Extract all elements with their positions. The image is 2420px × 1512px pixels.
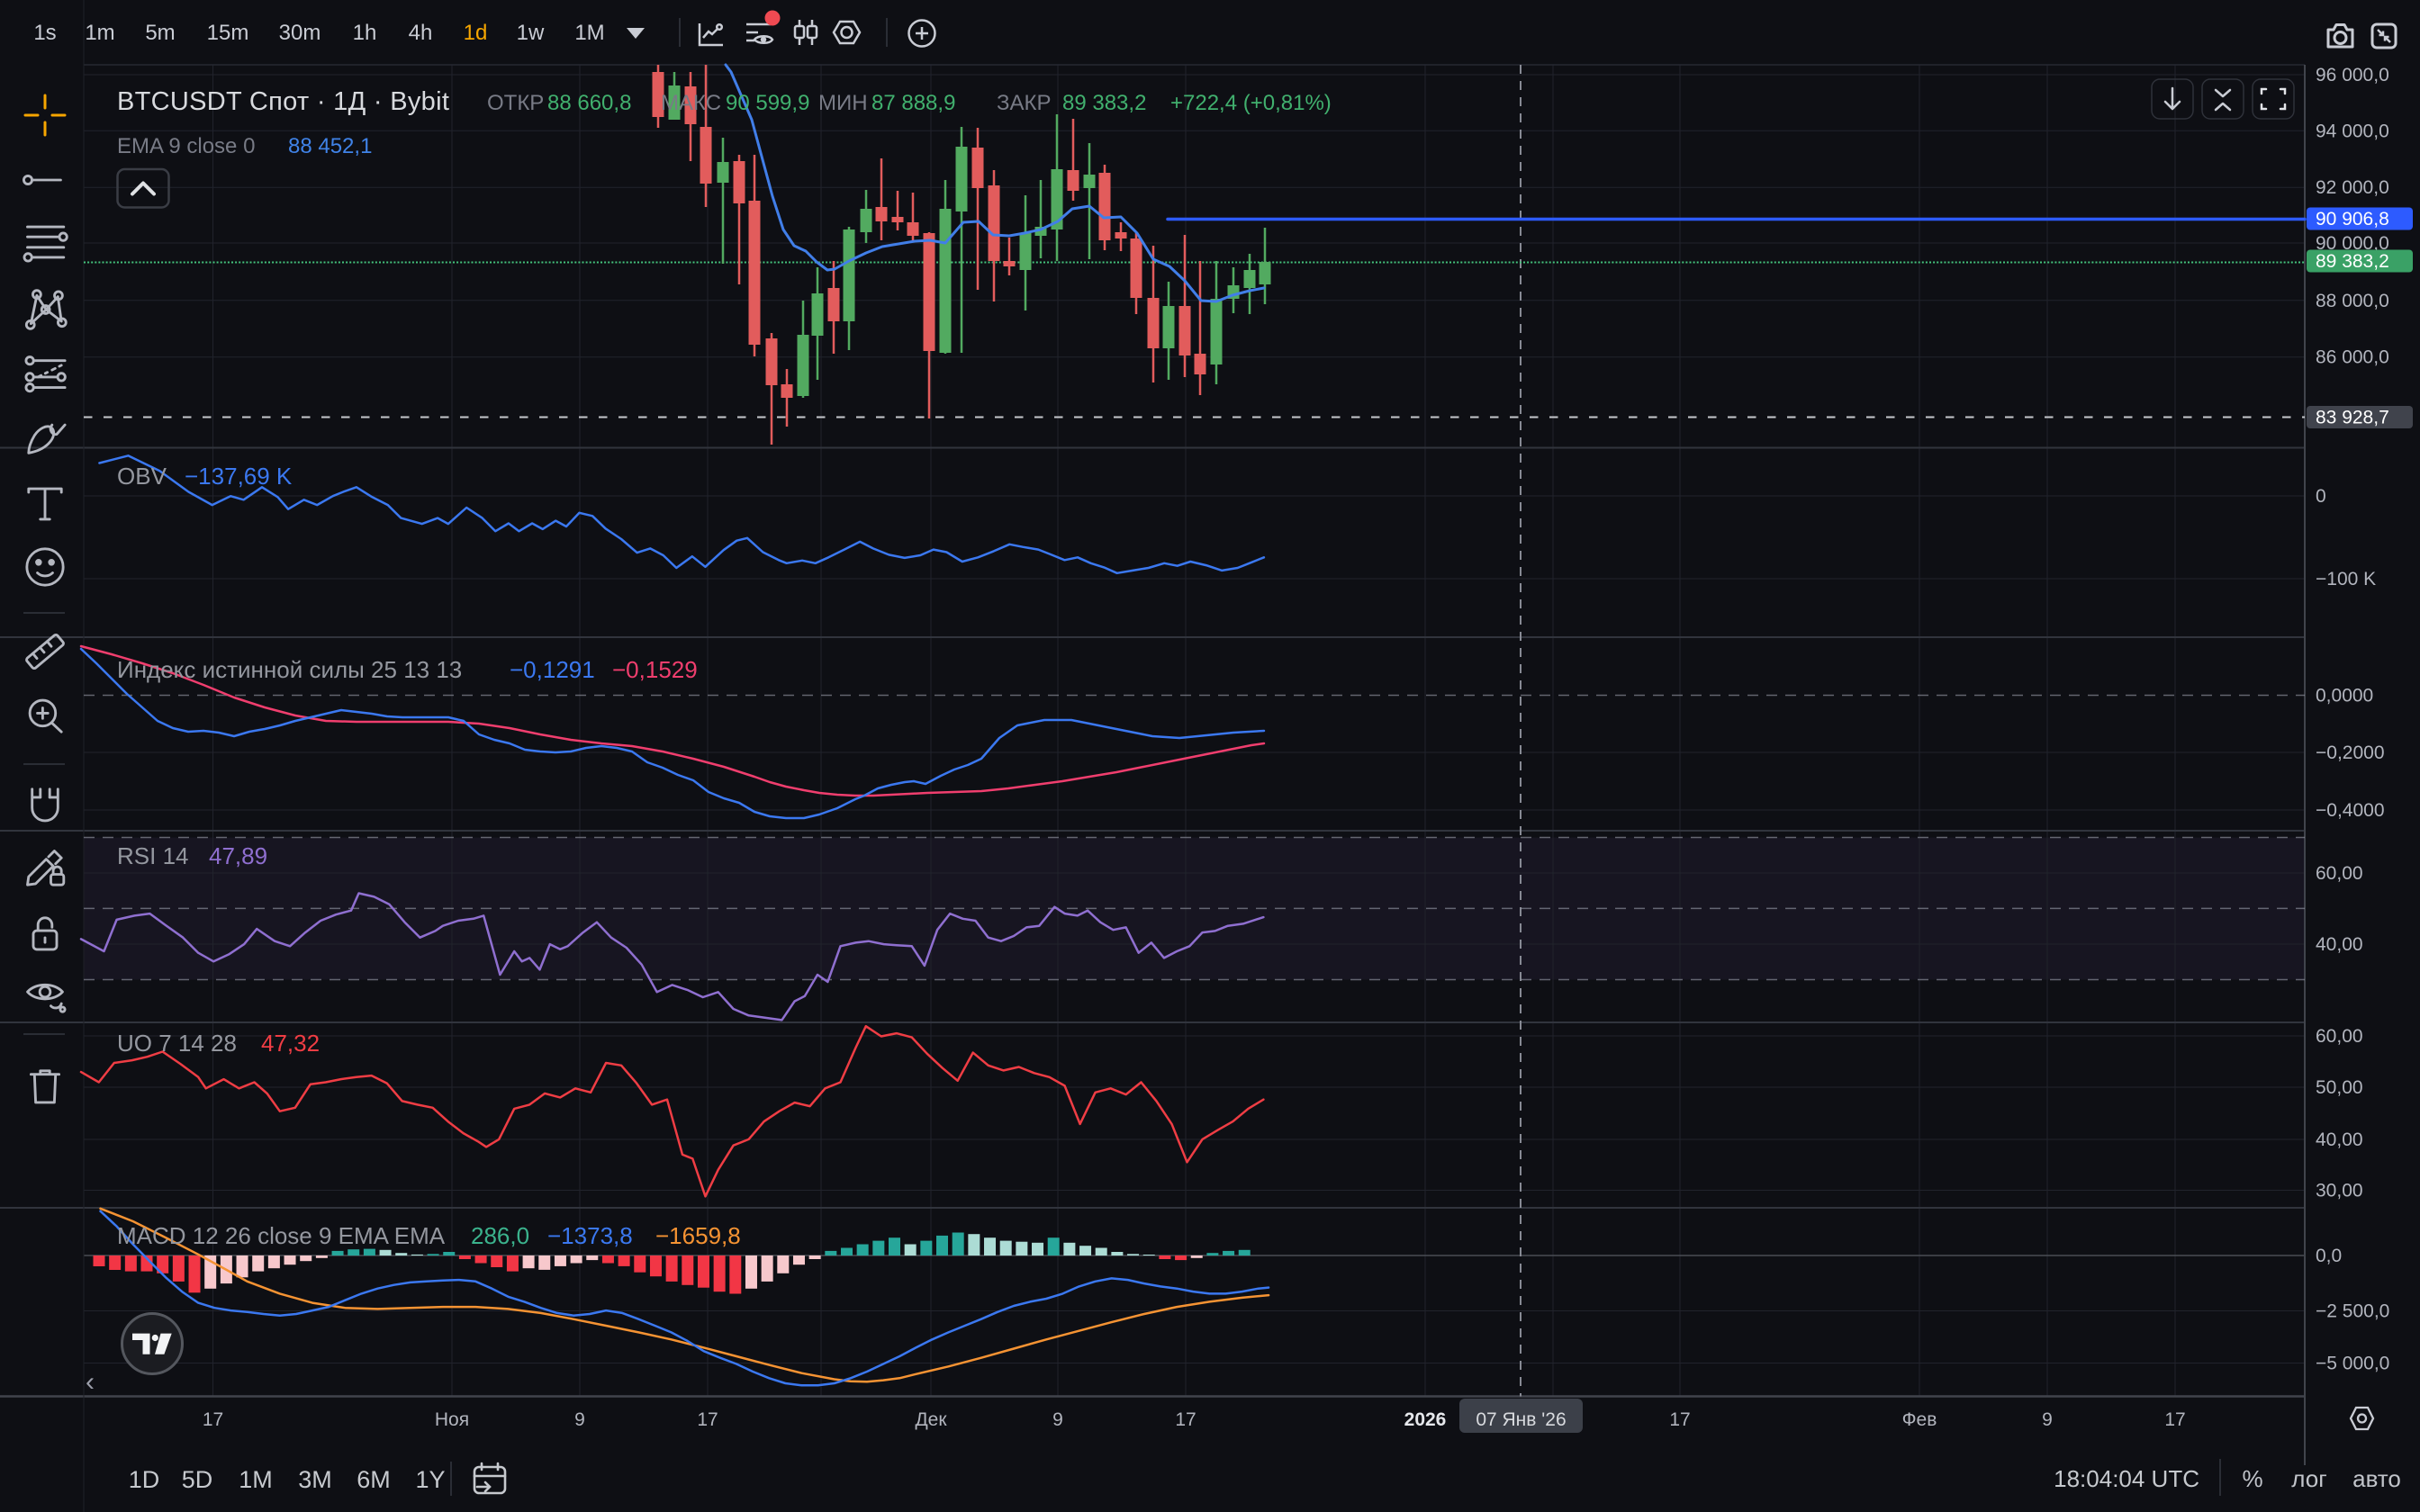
svg-text:60,00: 60,00 — [2316, 863, 2363, 884]
svg-text:96 000,0: 96 000,0 — [2316, 65, 2389, 86]
svg-text:83 928,7: 83 928,7 — [2316, 408, 2389, 428]
svg-text:90 906,8: 90 906,8 — [2316, 209, 2389, 230]
svg-text:9: 9 — [1052, 1409, 1063, 1430]
svg-text:1w: 1w — [517, 21, 545, 45]
svg-text:17: 17 — [203, 1409, 223, 1430]
svg-text:Фев: Фев — [1902, 1409, 1937, 1430]
svg-text:1M: 1M — [239, 1466, 273, 1493]
svg-text:OBV: OBV — [117, 463, 167, 490]
svg-text:+722,4 (+0,81%): +722,4 (+0,81%) — [1170, 91, 1332, 115]
svg-text:1s: 1s — [33, 21, 56, 45]
svg-text:авто: авто — [2352, 1465, 2401, 1492]
svg-text:0: 0 — [2316, 486, 2326, 507]
svg-text:47,32: 47,32 — [261, 1030, 320, 1057]
svg-text:9: 9 — [2042, 1409, 2053, 1430]
svg-text:4h: 4h — [409, 21, 433, 45]
svg-text:−100 K: −100 K — [2316, 569, 2376, 590]
svg-text:5m: 5m — [145, 21, 175, 45]
svg-text:1D: 1D — [129, 1466, 160, 1493]
svg-text:1d: 1d — [464, 21, 488, 45]
svg-text:90 000,0: 90 000,0 — [2316, 233, 2389, 254]
svg-text:0,0: 0,0 — [2316, 1246, 2342, 1266]
svg-text:−0,1291: −0,1291 — [510, 656, 595, 683]
svg-text:40,00: 40,00 — [2316, 934, 2363, 955]
svg-text:‹: ‹ — [86, 1367, 95, 1397]
svg-text:3M: 3M — [298, 1466, 332, 1493]
svg-text:−137,69 K: −137,69 K — [185, 463, 293, 490]
svg-text:Ноя: Ноя — [435, 1409, 469, 1430]
svg-text:Дек: Дек — [915, 1409, 947, 1430]
svg-text:17: 17 — [697, 1409, 718, 1430]
svg-text:87 888,9: 87 888,9 — [871, 91, 955, 115]
svg-text:−2 500,0: −2 500,0 — [2316, 1301, 2389, 1322]
svg-text:ЗАКР: ЗАКР — [997, 91, 1052, 115]
svg-text:−1373,8: −1373,8 — [547, 1222, 633, 1249]
svg-text:15m: 15m — [207, 21, 249, 45]
svg-text:9: 9 — [574, 1409, 585, 1430]
svg-text:лог: лог — [2291, 1465, 2326, 1492]
svg-text:−0,2000: −0,2000 — [2316, 742, 2385, 763]
svg-text:EMA 9 close 0: EMA 9 close 0 — [117, 134, 255, 158]
svg-text:RSI 14: RSI 14 — [117, 842, 189, 869]
svg-text:47,89: 47,89 — [209, 842, 267, 869]
svg-text:0,0000: 0,0000 — [2316, 686, 2373, 706]
svg-text:5D: 5D — [182, 1466, 213, 1493]
svg-text:MACD 12 26 close 9 EMA EMA: MACD 12 26 close 9 EMA EMA — [117, 1222, 446, 1249]
svg-text:−1659,8: −1659,8 — [655, 1222, 741, 1249]
svg-text:ОТКР: ОТКР — [487, 91, 544, 115]
svg-text:30m: 30m — [279, 21, 321, 45]
svg-text:18:04:04 UTC: 18:04:04 UTC — [2054, 1465, 2199, 1492]
svg-text:40,00: 40,00 — [2316, 1130, 2363, 1150]
svg-text:89 383,2: 89 383,2 — [1062, 91, 1146, 115]
svg-text:1m: 1m — [85, 21, 114, 45]
svg-text:−0,1529: −0,1529 — [612, 656, 698, 683]
svg-text:Индекс истинной силы 25 13 13: Индекс истинной силы 25 13 13 — [117, 656, 462, 683]
svg-text:30,00: 30,00 — [2316, 1181, 2363, 1202]
svg-text:1Y: 1Y — [415, 1466, 445, 1493]
svg-text:17: 17 — [2164, 1409, 2185, 1430]
svg-text:88 452,1: 88 452,1 — [288, 134, 372, 158]
svg-text:1h: 1h — [353, 21, 377, 45]
svg-text:07 Янв '26: 07 Янв '26 — [1476, 1409, 1566, 1430]
svg-text:−5 000,0: −5 000,0 — [2316, 1354, 2389, 1374]
svg-text:88 660,8: 88 660,8 — [547, 91, 631, 115]
svg-text:17: 17 — [1175, 1409, 1196, 1430]
svg-text:50,00: 50,00 — [2316, 1077, 2363, 1098]
svg-text:2026: 2026 — [1404, 1409, 1447, 1430]
svg-text:6M: 6M — [357, 1466, 391, 1493]
svg-text:−0,4000: −0,4000 — [2316, 800, 2385, 821]
svg-text:BTCUSDT Спот · 1Д · Bybit: BTCUSDT Спот · 1Д · Bybit — [117, 87, 449, 116]
svg-text:94 000,0: 94 000,0 — [2316, 121, 2389, 141]
svg-text:17: 17 — [1669, 1409, 1690, 1430]
svg-text:МИН: МИН — [818, 91, 868, 115]
svg-text:86 000,0: 86 000,0 — [2316, 347, 2389, 368]
svg-text:UO 7 14 28: UO 7 14 28 — [117, 1030, 237, 1057]
svg-text:90 599,9: 90 599,9 — [726, 91, 809, 115]
svg-text:МАКС: МАКС — [661, 91, 721, 115]
svg-text:89 383,2: 89 383,2 — [2316, 251, 2389, 272]
svg-text:286,0: 286,0 — [471, 1222, 529, 1249]
svg-text:%: % — [2242, 1465, 2262, 1492]
svg-text:1M: 1M — [574, 21, 604, 45]
svg-text:92 000,0: 92 000,0 — [2316, 177, 2389, 198]
svg-text:60,00: 60,00 — [2316, 1026, 2363, 1047]
svg-text:88 000,0: 88 000,0 — [2316, 291, 2389, 311]
